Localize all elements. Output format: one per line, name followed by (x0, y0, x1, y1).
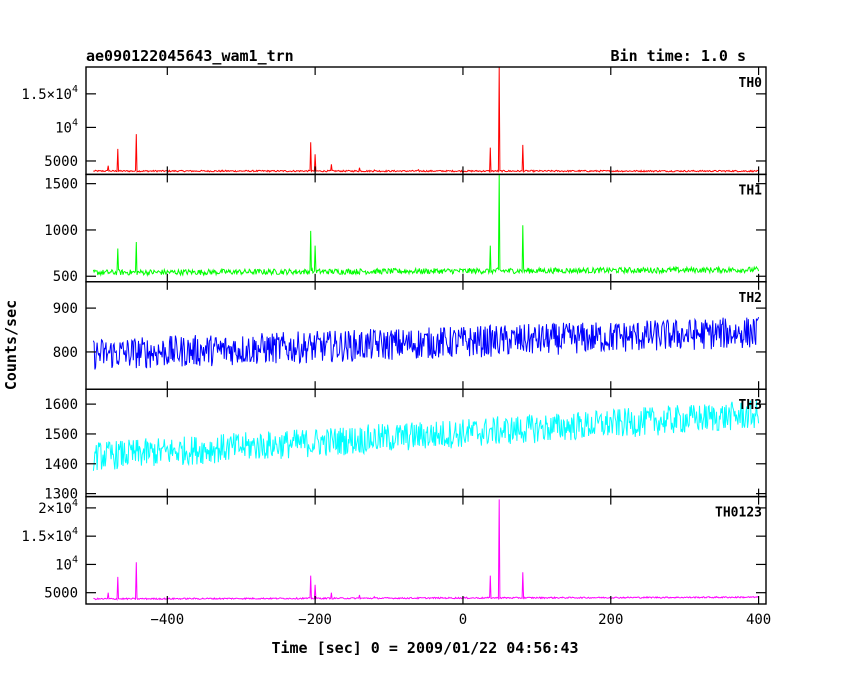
x-axis-ticks: −400 −200 0 200 400 (150, 612, 771, 628)
series-line-th2 (92, 317, 760, 370)
panel-th3: 1300 1400 1500 1600 TH3 (44, 388, 767, 503)
x-axis-label: Time [sec] 0 = 2009/01/22 04:56:43 (271, 639, 578, 657)
y-tick-label: 1400 (44, 457, 78, 473)
panel-label-th2: TH2 (739, 291, 762, 306)
panels: 5000 104 1.5×104 TH0 500 1000 1500 TH1 800 900 TH2… (21, 66, 767, 605)
panel-th0: 5000 104 1.5×104 TH0 (21, 66, 767, 176)
y-tick-label: 1600 (44, 397, 78, 413)
y-tick-label: 1.5×104 (21, 526, 78, 545)
series-line-th1 (92, 174, 760, 277)
panel-label-th0123: TH0123 (715, 506, 762, 521)
y-tick-label: 104 (55, 554, 78, 573)
y-tick-label: 1300 (44, 487, 78, 503)
panel-frame (85, 66, 767, 176)
x-tick-label: −200 (298, 612, 332, 628)
y-tick-label: 900 (53, 301, 78, 317)
y-tick-label: 5000 (44, 586, 78, 602)
panel-th2: 800 900 TH2 (53, 281, 767, 390)
series-line-th0123 (93, 499, 759, 601)
y-tick-label: 1000 (44, 223, 78, 239)
chart-title: ae090122045643_wam1_trn (86, 47, 294, 65)
x-tick-label: −400 (150, 612, 184, 628)
panel-frame (85, 281, 767, 390)
y-tick-label: 1500 (44, 177, 78, 193)
x-tick-label: 200 (598, 612, 623, 628)
y-tick-label: 500 (53, 269, 78, 285)
series-line-th0 (93, 66, 759, 174)
panel-label-th3: TH3 (739, 398, 762, 413)
y-tick-label: 1500 (44, 427, 78, 443)
x-tick-label: 0 (459, 612, 467, 628)
y-tick-label: 1.5×104 (21, 84, 78, 103)
panel-label-th1: TH1 (739, 183, 763, 198)
y-axis-label: Counts/sec (2, 300, 20, 390)
panel-frame (85, 173, 767, 283)
x-tick-label: 400 (746, 612, 771, 628)
y-tick-label: 5000 (44, 154, 78, 170)
panel-th1: 500 1000 1500 TH1 (44, 173, 767, 285)
y-tick-label: 2×104 (38, 498, 78, 517)
series-line-th3 (92, 400, 760, 471)
panel-th0123: 5000 104 1.5×104 2×104 TH0123 (21, 495, 767, 605)
y-tick-label: 104 (55, 117, 78, 136)
bin-time-label: Bin time: 1.0 s (611, 47, 746, 65)
panel-frame (85, 495, 767, 605)
panel-label-th0: TH0 (739, 76, 763, 91)
y-tick-label: 800 (53, 345, 78, 361)
